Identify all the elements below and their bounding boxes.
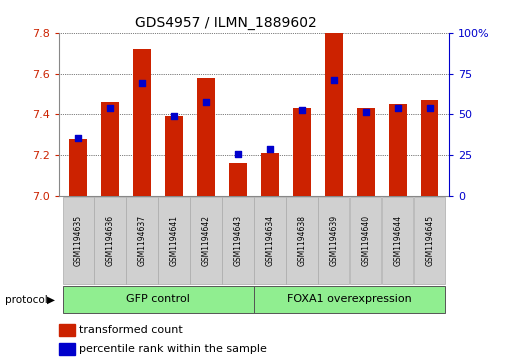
Point bbox=[266, 146, 274, 152]
Point bbox=[106, 105, 114, 111]
Text: GSM1194644: GSM1194644 bbox=[393, 215, 402, 266]
Text: GSM1194645: GSM1194645 bbox=[425, 215, 434, 266]
Text: GFP control: GFP control bbox=[126, 294, 190, 305]
Bar bbox=[165, 117, 183, 196]
Bar bbox=[69, 139, 87, 196]
Text: transformed count: transformed count bbox=[79, 325, 183, 335]
Point bbox=[393, 105, 402, 111]
Text: ▶: ▶ bbox=[47, 295, 55, 305]
Text: GSM1194641: GSM1194641 bbox=[169, 215, 179, 266]
FancyBboxPatch shape bbox=[318, 197, 349, 284]
FancyBboxPatch shape bbox=[254, 197, 286, 284]
Point bbox=[234, 151, 242, 157]
Bar bbox=[389, 104, 406, 196]
Point bbox=[202, 99, 210, 105]
Bar bbox=[357, 108, 374, 196]
Text: percentile rank within the sample: percentile rank within the sample bbox=[79, 344, 267, 354]
Text: GSM1194635: GSM1194635 bbox=[74, 215, 83, 266]
Point bbox=[330, 77, 338, 82]
FancyBboxPatch shape bbox=[94, 197, 126, 284]
Bar bbox=[261, 153, 279, 196]
FancyBboxPatch shape bbox=[63, 197, 94, 284]
Point bbox=[362, 109, 370, 115]
Bar bbox=[197, 78, 215, 196]
Point bbox=[170, 114, 178, 119]
FancyBboxPatch shape bbox=[414, 197, 445, 284]
Text: GSM1194638: GSM1194638 bbox=[298, 215, 306, 266]
FancyBboxPatch shape bbox=[286, 197, 318, 284]
Point bbox=[426, 105, 434, 111]
Bar bbox=[59, 343, 74, 355]
FancyBboxPatch shape bbox=[382, 197, 413, 284]
Text: GSM1194634: GSM1194634 bbox=[265, 215, 274, 266]
Text: GSM1194642: GSM1194642 bbox=[202, 215, 210, 266]
Text: GDS4957 / ILMN_1889602: GDS4957 / ILMN_1889602 bbox=[135, 16, 317, 30]
Text: GSM1194640: GSM1194640 bbox=[361, 215, 370, 266]
Bar bbox=[293, 108, 311, 196]
FancyBboxPatch shape bbox=[190, 197, 222, 284]
Bar bbox=[325, 33, 343, 196]
Text: GSM1194643: GSM1194643 bbox=[233, 215, 243, 266]
Point bbox=[298, 107, 306, 113]
Bar bbox=[421, 100, 439, 196]
Text: GSM1194637: GSM1194637 bbox=[137, 215, 147, 266]
Point bbox=[74, 135, 82, 141]
FancyBboxPatch shape bbox=[63, 286, 253, 313]
Text: GSM1194636: GSM1194636 bbox=[106, 215, 114, 266]
Bar bbox=[102, 102, 119, 196]
FancyBboxPatch shape bbox=[254, 286, 445, 313]
FancyBboxPatch shape bbox=[222, 197, 253, 284]
Point bbox=[138, 80, 146, 86]
FancyBboxPatch shape bbox=[126, 197, 157, 284]
FancyBboxPatch shape bbox=[350, 197, 382, 284]
Bar bbox=[133, 49, 151, 196]
Bar bbox=[59, 324, 74, 336]
Text: FOXA1 overexpression: FOXA1 overexpression bbox=[287, 294, 412, 305]
Text: protocol: protocol bbox=[5, 295, 48, 305]
Text: GSM1194639: GSM1194639 bbox=[329, 215, 339, 266]
FancyBboxPatch shape bbox=[159, 197, 190, 284]
Bar bbox=[229, 163, 247, 196]
